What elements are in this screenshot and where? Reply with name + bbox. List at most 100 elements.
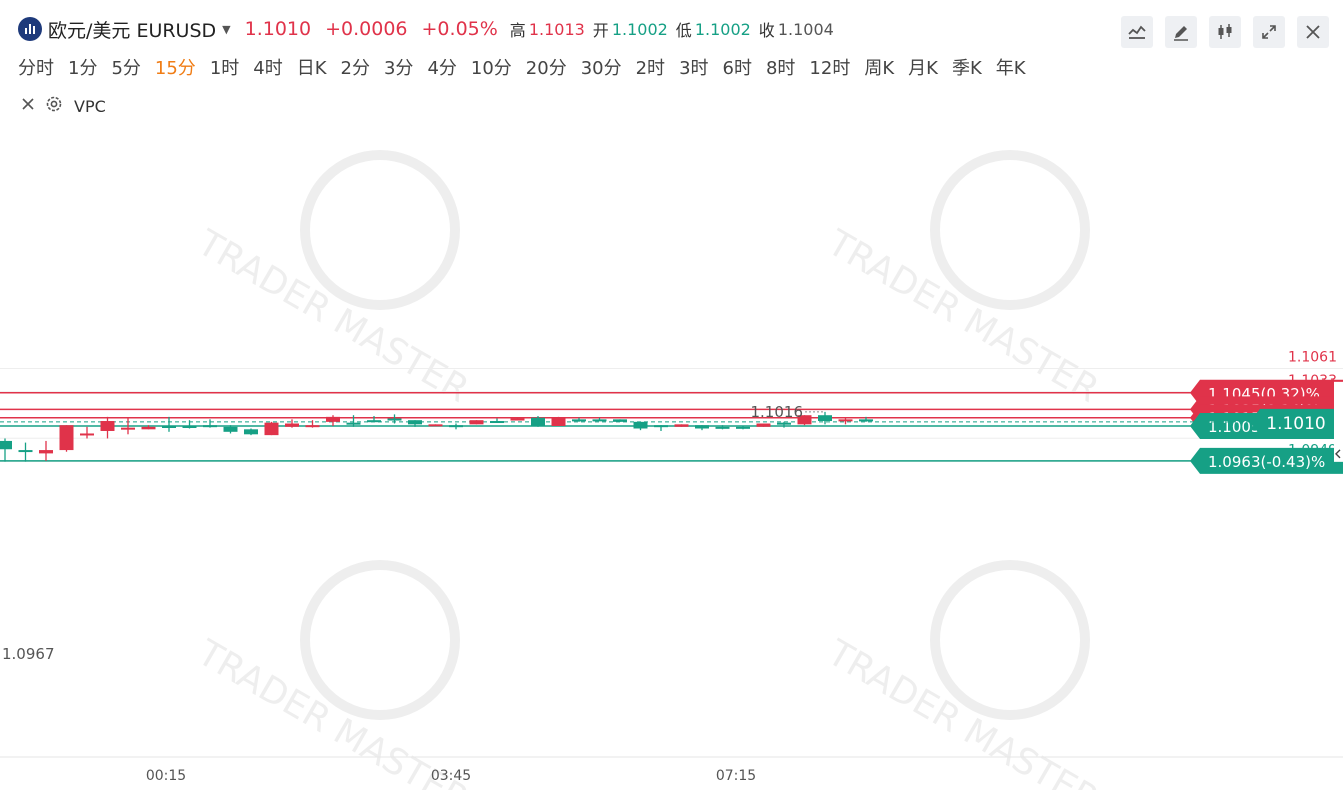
period-tab[interactable]: 15分 bbox=[154, 58, 196, 79]
chevron-down-icon[interactable]: ▼ bbox=[222, 22, 231, 36]
gear-icon[interactable] bbox=[44, 94, 64, 118]
watermark-circle bbox=[300, 560, 460, 720]
x-axis-tick-label: 07:15 bbox=[716, 768, 756, 784]
period-tab[interactable]: 12时 bbox=[809, 58, 851, 79]
candle-body bbox=[59, 425, 74, 451]
period-tab[interactable]: 2时 bbox=[635, 58, 666, 79]
low-price-label: 1.0967 bbox=[2, 645, 55, 663]
last-price-tag bbox=[1250, 408, 1334, 435]
candle-body bbox=[654, 425, 668, 428]
candle-body bbox=[244, 429, 258, 435]
candle-body bbox=[469, 420, 484, 425]
candle-body bbox=[203, 425, 217, 428]
candle-body bbox=[674, 424, 689, 427]
line-chart-icon[interactable] bbox=[1121, 16, 1153, 48]
close-value: 1.1004 bbox=[777, 19, 834, 39]
high-label: 高 bbox=[509, 21, 526, 40]
watermark-text: TRADER MASTER bbox=[820, 222, 1106, 411]
close-icon[interactable] bbox=[1297, 16, 1329, 48]
candle-body bbox=[736, 426, 750, 429]
candle-body bbox=[182, 426, 197, 428]
watermark-circle bbox=[930, 150, 1090, 310]
candle-body bbox=[756, 423, 771, 427]
indicator-bar: VPC bbox=[20, 94, 106, 118]
candle-body bbox=[223, 426, 238, 432]
candle-body bbox=[121, 427, 135, 430]
pencil-icon[interactable] bbox=[1165, 16, 1197, 48]
close-label: 收 bbox=[758, 21, 775, 40]
candle-body bbox=[695, 425, 709, 429]
expand-icon[interactable] bbox=[1253, 16, 1285, 48]
collapse-arrow-icon bbox=[1335, 449, 1341, 459]
symbol-name[interactable]: 欧元/美元 EURUSD bbox=[48, 19, 217, 42]
symbol-row: 欧元/美元 EURUSD ▼ 1.1010 +0.0006 +0.05% 高 1… bbox=[18, 14, 842, 44]
candle-body bbox=[162, 426, 176, 428]
candle-body bbox=[264, 422, 279, 436]
last-price-label: 1.1010 bbox=[1266, 414, 1325, 434]
watermark-circle bbox=[930, 560, 1090, 720]
candle-body bbox=[100, 421, 115, 431]
indicator-name: VPC bbox=[74, 96, 106, 116]
candle-body bbox=[531, 417, 545, 426]
period-tab[interactable]: 4分 bbox=[427, 58, 457, 79]
price-change: +0.0006 bbox=[325, 18, 408, 40]
current-price: 1.1010 bbox=[244, 18, 312, 40]
candle-body bbox=[346, 422, 361, 425]
candle-body bbox=[510, 418, 525, 421]
candle-body bbox=[633, 421, 648, 429]
price-level-tag bbox=[1190, 447, 1343, 474]
candle-body bbox=[80, 433, 94, 436]
open-value: 1.1002 bbox=[611, 19, 668, 39]
watermark: TRADER MASTER TRADER MASTER TRADER MASTER T… bbox=[190, 150, 1106, 790]
watermark-text: TRADER MASTER bbox=[820, 632, 1106, 790]
period-tab[interactable]: 30分 bbox=[580, 58, 622, 79]
period-tab[interactable]: 年K bbox=[995, 58, 1026, 79]
watermark-circle bbox=[300, 150, 460, 310]
low-value: 1.1002 bbox=[694, 19, 751, 39]
candle-body bbox=[777, 422, 791, 425]
price-level-label: 1.0963(-0.43)% bbox=[1208, 453, 1325, 471]
candle-body bbox=[449, 425, 463, 428]
candle-body bbox=[285, 423, 299, 427]
candle-body bbox=[859, 419, 873, 422]
candle-body bbox=[592, 419, 607, 422]
scroll-strip bbox=[1334, 381, 1343, 462]
period-tab[interactable]: 2分 bbox=[340, 58, 370, 79]
period-tab[interactable]: 6时 bbox=[722, 58, 752, 79]
period-tab[interactable]: 日K bbox=[296, 58, 327, 79]
period-tab[interactable]: 10分 bbox=[470, 58, 512, 79]
candle-body bbox=[0, 440, 12, 450]
candle-body bbox=[326, 416, 340, 422]
period-tab[interactable]: 1时 bbox=[209, 58, 240, 79]
candle-body bbox=[387, 418, 402, 421]
candle-body bbox=[367, 420, 381, 423]
high-value: 1.1013 bbox=[528, 19, 585, 39]
candle-body bbox=[39, 450, 53, 454]
period-tab[interactable]: 周K bbox=[864, 58, 895, 79]
period-tab[interactable]: 8时 bbox=[765, 58, 796, 79]
candle-body bbox=[715, 426, 730, 429]
period-tab[interactable]: 3分 bbox=[383, 58, 414, 79]
period-tab[interactable]: 3时 bbox=[679, 58, 709, 79]
candle-body bbox=[305, 425, 320, 428]
candle-body bbox=[428, 424, 443, 427]
price-change-percent: +0.05% bbox=[421, 18, 498, 40]
watermark-text: TRADER MASTER bbox=[190, 632, 476, 790]
close-indicator-icon[interactable] bbox=[20, 96, 36, 116]
candle-body bbox=[818, 415, 832, 422]
chart-toolbar bbox=[1109, 16, 1329, 48]
low-label: 低 bbox=[675, 21, 692, 40]
period-tab[interactable]: 5分 bbox=[111, 58, 141, 79]
high-price-label: 1.1016 bbox=[751, 403, 804, 421]
candle-body bbox=[797, 415, 812, 425]
period-tab[interactable]: 月K bbox=[908, 58, 938, 79]
period-tab[interactable]: 4时 bbox=[253, 58, 283, 79]
period-tab[interactable]: 分时 bbox=[18, 58, 54, 79]
period-tab[interactable]: 季K bbox=[951, 58, 982, 79]
candle-body bbox=[551, 417, 566, 426]
period-tab[interactable]: 1分 bbox=[68, 58, 98, 79]
period-tab[interactable]: 20分 bbox=[525, 58, 567, 79]
candles-icon[interactable] bbox=[1209, 16, 1241, 48]
candle-body bbox=[838, 419, 853, 422]
